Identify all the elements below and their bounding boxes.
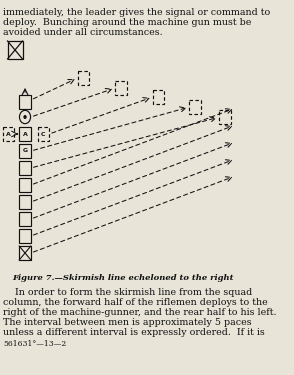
Text: 561631°—13—2: 561631°—13—2 [3, 340, 66, 348]
Text: In order to form the skirmish line from the squad: In order to form the skirmish line from … [3, 288, 253, 297]
Text: A: A [6, 132, 11, 136]
Text: avoided under all circumstances.: avoided under all circumstances. [3, 28, 163, 37]
Text: G: G [22, 148, 28, 153]
Circle shape [23, 115, 27, 119]
Text: immediately, the leader gives the signal or command to: immediately, the leader gives the signal… [3, 8, 270, 17]
Text: C: C [41, 132, 46, 136]
Text: right of the machine-gunner, and the rear half to his left.: right of the machine-gunner, and the rea… [3, 308, 277, 317]
Text: A: A [23, 132, 27, 136]
Text: deploy.  Bunching around the machine gun must be: deploy. Bunching around the machine gun … [3, 18, 252, 27]
Text: column, the forward half of the riflemen deploys to the: column, the forward half of the riflemen… [3, 298, 268, 307]
Text: unless a different interval is expressly ordered.  If it is: unless a different interval is expressly… [3, 328, 265, 337]
Text: The interval between men is approximately 5 paces: The interval between men is approximatel… [3, 318, 252, 327]
Text: Figure 7.—Skirmish line echeloned to the right: Figure 7.—Skirmish line echeloned to the… [12, 274, 233, 282]
